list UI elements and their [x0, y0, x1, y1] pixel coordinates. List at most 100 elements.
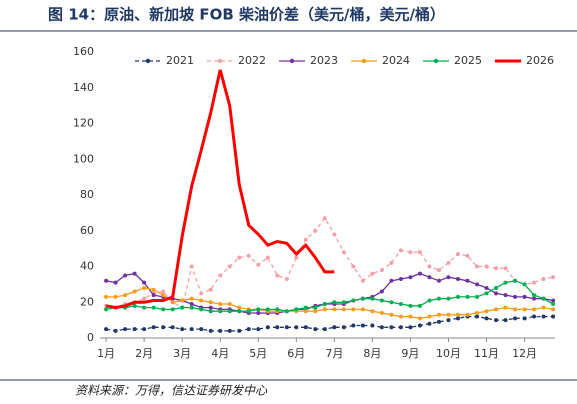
- point: [313, 327, 318, 332]
- point: [237, 255, 242, 260]
- point: [427, 264, 432, 269]
- point: [389, 300, 394, 305]
- point: [475, 294, 480, 299]
- point: [351, 264, 356, 269]
- point: [379, 310, 384, 315]
- point: [408, 325, 413, 330]
- point: [227, 309, 232, 314]
- point: [351, 323, 356, 328]
- point: [113, 280, 118, 285]
- point: [303, 309, 308, 314]
- point: [265, 307, 270, 312]
- point: [465, 294, 470, 299]
- point: [208, 309, 213, 314]
- point: [455, 316, 460, 321]
- point: [180, 305, 185, 310]
- point: [104, 294, 109, 299]
- point: [503, 293, 508, 298]
- point: [427, 321, 432, 326]
- y-tick-label: 20: [80, 295, 94, 308]
- point: [551, 275, 556, 280]
- point: [379, 298, 384, 303]
- point: [142, 285, 147, 290]
- x-tick-label: 12月: [512, 347, 537, 360]
- point: [189, 327, 194, 332]
- point: [275, 307, 280, 312]
- point: [455, 312, 460, 317]
- series-line: [105, 315, 554, 332]
- x-tick-label: 9月: [401, 347, 419, 360]
- legend-label: 2025: [454, 54, 482, 67]
- point: [513, 307, 518, 312]
- point: [151, 325, 156, 330]
- point: [551, 307, 556, 312]
- y-tick-label: 120: [73, 117, 94, 130]
- point: [446, 260, 451, 265]
- point: [484, 291, 489, 296]
- point: [256, 262, 261, 267]
- x-tick-label: 7月: [325, 347, 343, 360]
- point: [227, 328, 232, 333]
- point: [532, 314, 537, 319]
- point: [446, 318, 451, 323]
- point: [123, 273, 128, 278]
- point: [237, 328, 242, 333]
- point: [132, 303, 137, 308]
- point: [218, 302, 223, 307]
- point: [322, 307, 327, 312]
- point: [465, 278, 470, 283]
- point: [199, 291, 204, 296]
- legend-marker: [289, 58, 295, 64]
- point: [303, 325, 308, 330]
- point: [541, 314, 546, 319]
- point: [398, 277, 403, 282]
- point: [265, 325, 270, 330]
- point: [208, 287, 213, 292]
- point: [513, 278, 518, 283]
- point: [208, 305, 213, 310]
- point: [132, 289, 137, 294]
- point: [389, 260, 394, 265]
- point: [360, 323, 365, 328]
- point: [408, 303, 413, 308]
- y-tick-label: 0: [87, 331, 94, 344]
- legend-marker: [361, 58, 367, 64]
- y-tick-label: 60: [80, 224, 94, 237]
- point: [513, 316, 518, 321]
- point: [189, 302, 194, 307]
- point: [142, 305, 147, 310]
- point: [522, 294, 527, 299]
- point: [370, 309, 375, 314]
- point: [237, 309, 242, 314]
- point: [475, 314, 480, 319]
- point: [494, 285, 499, 290]
- point: [322, 302, 327, 307]
- point: [379, 268, 384, 273]
- point: [484, 285, 489, 290]
- point: [455, 251, 460, 256]
- point: [104, 307, 109, 312]
- point: [151, 287, 156, 292]
- point: [265, 255, 270, 260]
- point: [189, 305, 194, 310]
- point: [417, 271, 422, 276]
- point: [360, 278, 365, 283]
- x-tick-label: 4月: [211, 347, 229, 360]
- point: [370, 296, 375, 301]
- point: [398, 314, 403, 319]
- point: [455, 294, 460, 299]
- point: [494, 307, 499, 312]
- x-tick-label: 2月: [135, 347, 153, 360]
- point: [436, 296, 441, 301]
- point: [303, 237, 308, 242]
- point: [494, 318, 499, 323]
- source: 资料来源：万得，信达证券研发中心: [75, 384, 268, 398]
- point: [322, 327, 327, 332]
- point: [551, 298, 556, 303]
- point: [199, 327, 204, 332]
- point: [256, 327, 261, 332]
- point: [503, 280, 508, 285]
- point: [341, 250, 346, 255]
- point: [161, 293, 166, 298]
- point: [170, 307, 175, 312]
